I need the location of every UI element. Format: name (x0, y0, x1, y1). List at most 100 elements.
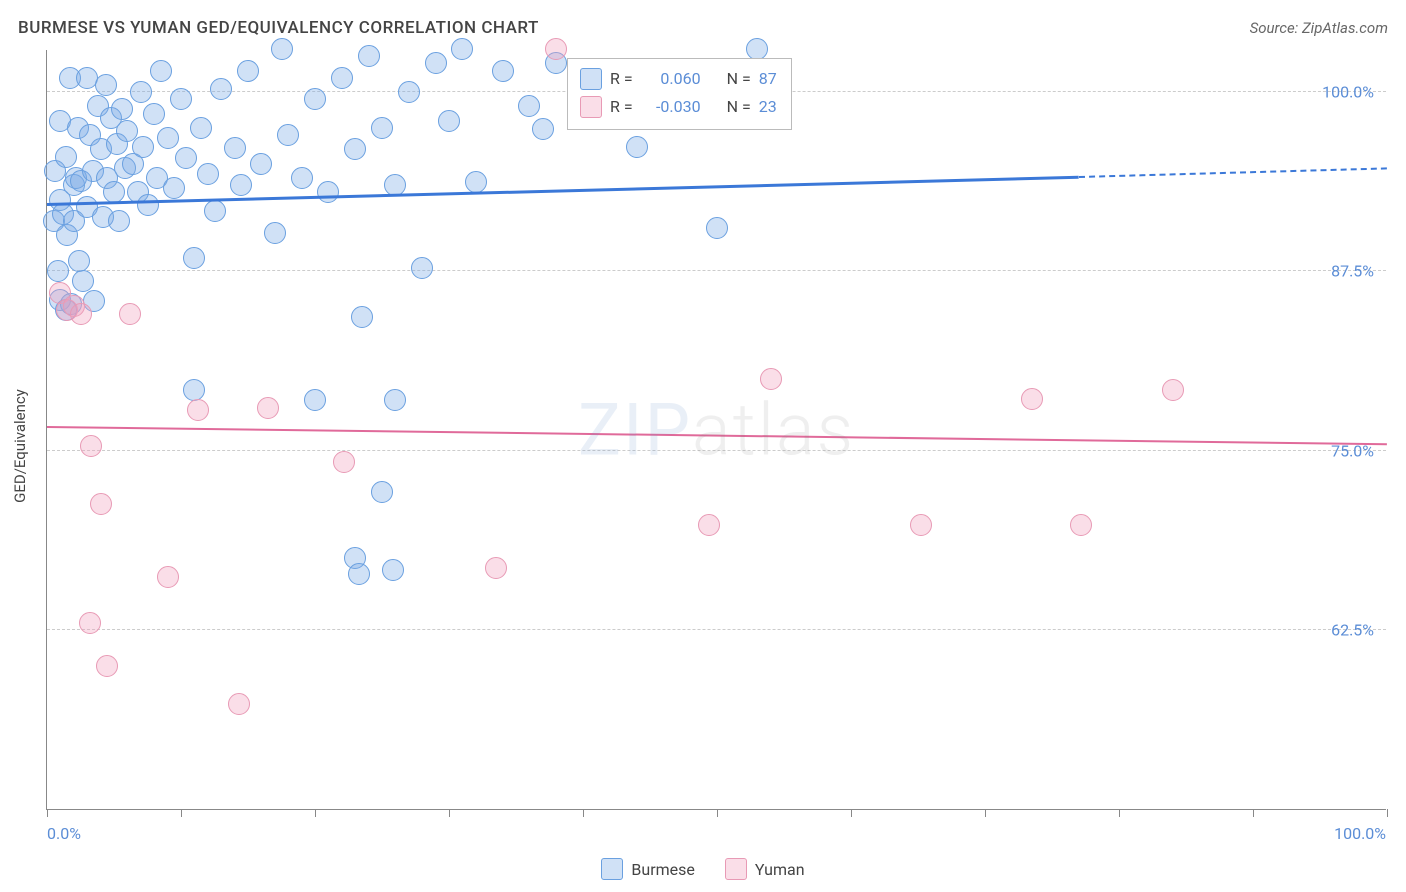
scatter-point (317, 181, 339, 203)
scatter-point (382, 559, 404, 581)
scatter-point (175, 147, 197, 169)
scatter-point (55, 146, 77, 168)
scatter-point (545, 38, 567, 60)
scatter-point (1162, 379, 1184, 401)
scatter-point (170, 88, 192, 110)
scatter-point (291, 167, 313, 189)
stats-legend: R = 0.060 N = 87R = -0.030 N = 23 (567, 58, 792, 130)
scatter-point (137, 194, 159, 216)
scatter-point (626, 136, 648, 158)
scatter-point (47, 260, 69, 282)
legend-item: Burmese (601, 858, 694, 880)
scatter-point (411, 257, 433, 279)
scatter-point (190, 117, 212, 139)
scatter-point (72, 270, 94, 292)
scatter-point (760, 368, 782, 390)
legend-swatch (725, 858, 747, 880)
scatter-point (438, 110, 460, 132)
x-tick (47, 809, 48, 817)
scatter-point (70, 303, 92, 325)
gridline (47, 629, 1386, 630)
gridline (47, 450, 1386, 451)
scatter-point (358, 45, 380, 67)
scatter-point (230, 174, 252, 196)
scatter-point (465, 171, 487, 193)
scatter-point (197, 163, 219, 185)
scatter-point (157, 566, 179, 588)
chart-title: BURMESE VS YUMAN GED/EQUIVALENCY CORRELA… (18, 18, 539, 38)
scatter-point (157, 127, 179, 149)
scatter-point (348, 563, 370, 585)
r-value: 0.060 (641, 65, 701, 93)
scatter-point (228, 693, 250, 715)
scatter-point (150, 60, 172, 82)
scatter-point (204, 200, 226, 222)
scatter-point (95, 74, 117, 96)
stats-legend-row: R = -0.030 N = 23 (580, 93, 777, 121)
scatter-point (183, 379, 205, 401)
scatter-point (532, 118, 554, 140)
scatter-point (351, 306, 373, 328)
source-label: Source: ZipAtlas.com (1250, 19, 1388, 37)
scatter-point (1021, 388, 1043, 410)
scatter-point (130, 81, 152, 103)
scatter-point (371, 481, 393, 503)
scatter-point (518, 95, 540, 117)
gridline (47, 270, 1386, 271)
r-value: -0.030 (641, 93, 701, 121)
scatter-point (1070, 514, 1092, 536)
scatter-point (344, 138, 366, 160)
x-tick (583, 809, 584, 817)
scatter-point (111, 98, 133, 120)
x-tick (1387, 809, 1388, 817)
scatter-point (277, 124, 299, 146)
n-value: 87 (759, 65, 777, 93)
scatter-point (237, 60, 259, 82)
scatter-point (108, 210, 130, 232)
scatter-point (425, 52, 447, 74)
scatter-point (485, 557, 507, 579)
x-tick (181, 809, 182, 817)
scatter-point (143, 103, 165, 125)
legend-item: Yuman (725, 858, 805, 880)
scatter-point (492, 60, 514, 82)
scatter-point (333, 451, 355, 473)
r-label: R = (610, 93, 633, 121)
x-tick-label: 100.0% (1334, 824, 1386, 843)
scatter-point (384, 389, 406, 411)
x-tick (1119, 809, 1120, 817)
scatter-point (331, 67, 353, 89)
scatter-point (371, 117, 393, 139)
plot-area: 62.5%75.0%87.5%100.0%0.0%100.0% ZIPatlas… (46, 50, 1386, 810)
scatter-point (706, 217, 728, 239)
scatter-point (257, 397, 279, 419)
scatter-point (398, 81, 420, 103)
x-tick (717, 809, 718, 817)
trend-line (1079, 168, 1387, 179)
y-axis-label: GED/Equivalency (11, 389, 29, 503)
scatter-point (79, 612, 101, 634)
scatter-point (271, 38, 293, 60)
n-value: 23 (759, 93, 777, 121)
trend-line (47, 426, 1387, 445)
scatter-point (304, 389, 326, 411)
scatter-point (96, 655, 118, 677)
scatter-point (910, 514, 932, 536)
scatter-point (183, 247, 205, 269)
scatter-point (746, 38, 768, 60)
n-label: N = (727, 65, 751, 93)
y-tick-label: 62.5% (1331, 620, 1374, 639)
scatter-point (250, 153, 272, 175)
scatter-point (264, 222, 286, 244)
n-label: N = (727, 93, 751, 121)
legend-swatch (580, 68, 602, 90)
scatter-point (119, 303, 141, 325)
legend-swatch (580, 96, 602, 118)
scatter-point (90, 493, 112, 515)
y-tick-label: 87.5% (1331, 262, 1374, 281)
scatter-point (132, 136, 154, 158)
scatter-point (451, 38, 473, 60)
legend-label: Burmese (631, 860, 694, 879)
x-tick (449, 809, 450, 817)
scatter-point (210, 78, 232, 100)
